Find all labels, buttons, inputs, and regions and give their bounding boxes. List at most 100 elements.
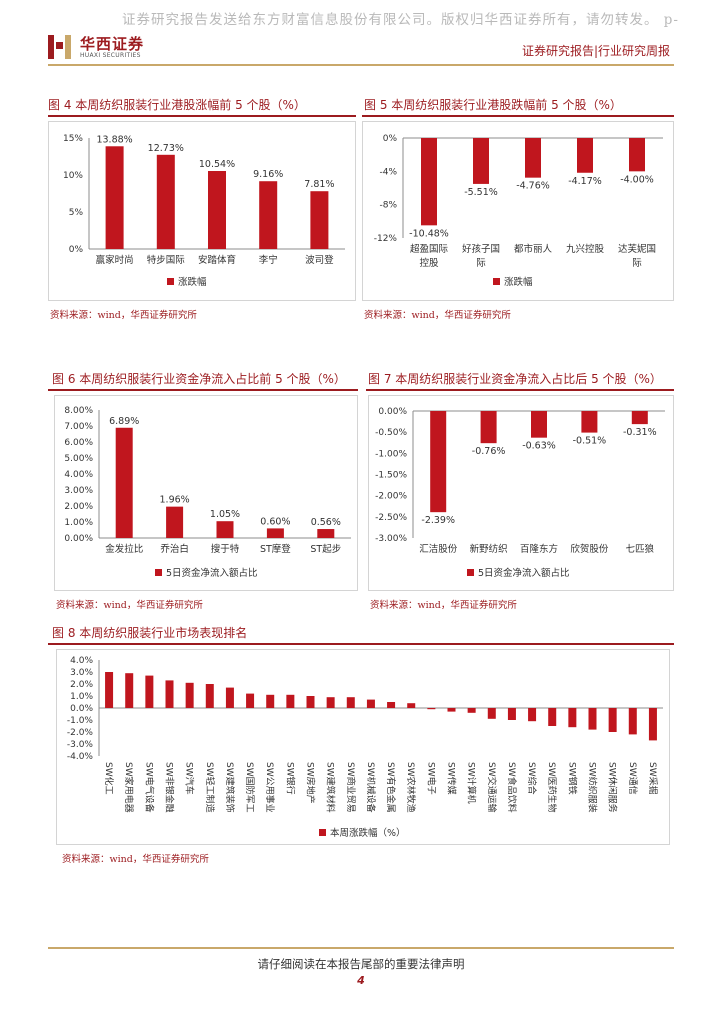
fig8-category-label: SW非银金融	[164, 762, 176, 813]
fig8-bar	[286, 694, 295, 708]
fig8-bar	[568, 708, 577, 728]
fig4-y-tick-label: 5%	[69, 208, 84, 218]
fig5-data-label: -10.48%	[409, 228, 449, 239]
fig6-category-label: ST起步	[310, 544, 341, 555]
fig8-category-label: SW电子	[425, 762, 437, 795]
fig7-data-label: -2.39%	[421, 515, 455, 526]
figure-7-title: 图 7 本周纺织服装行业资金净流入占比后 5 个股（%）	[368, 372, 662, 386]
fig5-category-label: 好孩子国	[462, 243, 500, 255]
fig8-bar	[185, 682, 194, 708]
fig5-bar	[473, 138, 489, 184]
figure-7-chart: 0.00% -0.50% -1.00% -1.50% -2.00% -2.50% -3.00…	[375, 407, 665, 579]
fig8-y-tick-label: -3.0%	[67, 740, 94, 750]
report-type: 证券研究报告|行业研究周报	[521, 44, 670, 58]
fig8-y-tick-label: 3.0%	[70, 668, 93, 678]
fig5-category-label: 九兴控股	[566, 243, 605, 255]
figure-6-rule	[48, 389, 358, 391]
fig4-legend-swatch	[167, 278, 174, 285]
fig8-legend-label: 本周涨跌幅（%）	[330, 827, 406, 839]
fig4-y-tick-label: 10%	[63, 171, 83, 181]
fig7-category-label: 欣贺股份	[570, 543, 609, 555]
fig6-data-label: 6.89%	[109, 416, 139, 427]
fig4-bar	[156, 154, 175, 249]
fig7-data-label: -0.63%	[522, 441, 556, 452]
figure-5-title: 图 5 本周纺织服装行业港股跌幅前 5 个股（%）	[364, 98, 622, 112]
figure-5-rule	[362, 115, 674, 117]
fig8-y-tick-label: -4.0%	[67, 752, 94, 762]
fig5-y-tick-label: -12%	[374, 234, 398, 244]
brand-name: 华西证券	[80, 35, 145, 53]
fig8-category-label: SW化工	[103, 762, 115, 795]
fig8-bar	[648, 708, 657, 741]
fig8-y-tick-label: -1.0%	[67, 716, 94, 726]
fig6-category-label: 搜于特	[211, 543, 240, 555]
fig8-bar	[467, 708, 476, 713]
fig8-bar	[528, 708, 537, 722]
figure-7-source: 资料来源：wind，华西证券研究所	[370, 600, 517, 611]
fig6-y-tick-label: 2.00%	[64, 502, 93, 512]
fig4-data-label: 9.16%	[253, 169, 283, 180]
fig4-y-tick-label: 15%	[63, 134, 83, 144]
figure-4-rule	[48, 115, 356, 117]
fig4-legend-label: 涨跌幅	[178, 276, 207, 288]
footer-divider	[48, 947, 674, 949]
fig5-legend-label: 涨跌幅	[504, 276, 533, 288]
fig8-category-label: SW公用事业	[264, 762, 276, 813]
header-divider	[48, 64, 674, 66]
figure-4-chart: 15% 10% 5% 0% 13.88% 赢家时尚 12.73% 特步国际 10.54% 安踏体育…	[63, 134, 345, 288]
fig7-bar	[531, 411, 547, 438]
figure-6-title: 图 6 本周纺织服装行业资金净流入占比前 5 个股（%）	[52, 372, 346, 386]
figure-5-source: 资料来源：wind，华西证券研究所	[364, 310, 511, 321]
fig5-category-label: 都市丽人	[514, 243, 553, 255]
fig4-bar	[105, 146, 124, 249]
fig6-y-tick-label: 3.00%	[64, 486, 93, 496]
fig5-category-label: 达芙妮国	[618, 243, 656, 255]
fig8-category-label: SW家用电器	[123, 762, 135, 813]
fig5-category-label: 超盈国际	[410, 243, 449, 255]
fig5-bar	[629, 138, 645, 172]
fig8-category-label: SW建筑装饰	[224, 762, 236, 813]
fig7-category-label: 百隆东方	[520, 543, 558, 555]
fig5-data-label: -5.51%	[464, 187, 498, 198]
fig6-bar	[216, 521, 234, 538]
fig6-category-label: 金发拉比	[105, 543, 143, 555]
fig8-category-label: SW机械设备	[365, 762, 377, 813]
legal-notice: 请仔细阅读在本报告尾部的重要法律声明	[257, 957, 465, 971]
fig5-category-label-line2: 际	[476, 258, 486, 269]
fig8-bar	[225, 687, 234, 708]
fig8-category-label: SW休闲服务	[607, 762, 619, 813]
fig7-legend-label: 5日资金净流入额占比	[478, 567, 570, 579]
fig8-bar	[105, 672, 114, 708]
fig4-data-label: 7.81%	[304, 179, 334, 190]
fig6-category-label: 乔治白	[160, 543, 189, 555]
figure-6-source: 资料来源：wind，华西证券研究所	[56, 600, 203, 611]
fig7-category-label: 新野纺织	[470, 543, 508, 555]
fig8-category-label: SW综合	[526, 762, 538, 795]
fig8-bar	[145, 675, 154, 708]
fig5-bar	[525, 138, 541, 178]
fig8-category-label: SW汽车	[184, 762, 196, 795]
fig5-category-label-line2: 控股	[419, 257, 439, 269]
fig8-category-label: SW采掘	[647, 762, 659, 795]
fig8-bar	[205, 684, 214, 708]
fig6-y-tick-label: 8.00%	[64, 406, 93, 416]
fig5-data-label: -4.76%	[516, 181, 550, 192]
fig8-bar	[306, 696, 315, 708]
figure-8-chart: 4.0% 3.0% 2.0% 1.0% 0.0% -1.0% -2.0% -3.0% -4.0%…	[67, 656, 663, 839]
figure-8-rule	[48, 643, 674, 645]
fig8-bar	[487, 708, 496, 719]
fig8-category-label: SW钢铁	[566, 762, 578, 795]
figure-4-title: 图 4 本周纺织服装行业港股涨幅前 5 个股（%）	[48, 98, 306, 112]
fig4-bar	[310, 191, 329, 249]
fig4-category-label: 李宁	[259, 254, 278, 266]
fig8-bar	[165, 680, 174, 708]
fig6-bar	[166, 506, 184, 538]
fig8-category-label: SW国防军工	[244, 762, 256, 813]
fig7-legend-swatch	[467, 569, 474, 576]
fig7-y-tick-label: -1.00%	[375, 449, 407, 459]
fig8-bar	[588, 708, 597, 730]
fig7-y-tick-label: -2.00%	[375, 492, 407, 502]
fig8-bar	[125, 673, 134, 708]
fig5-category-label-line2: 际	[632, 258, 642, 269]
